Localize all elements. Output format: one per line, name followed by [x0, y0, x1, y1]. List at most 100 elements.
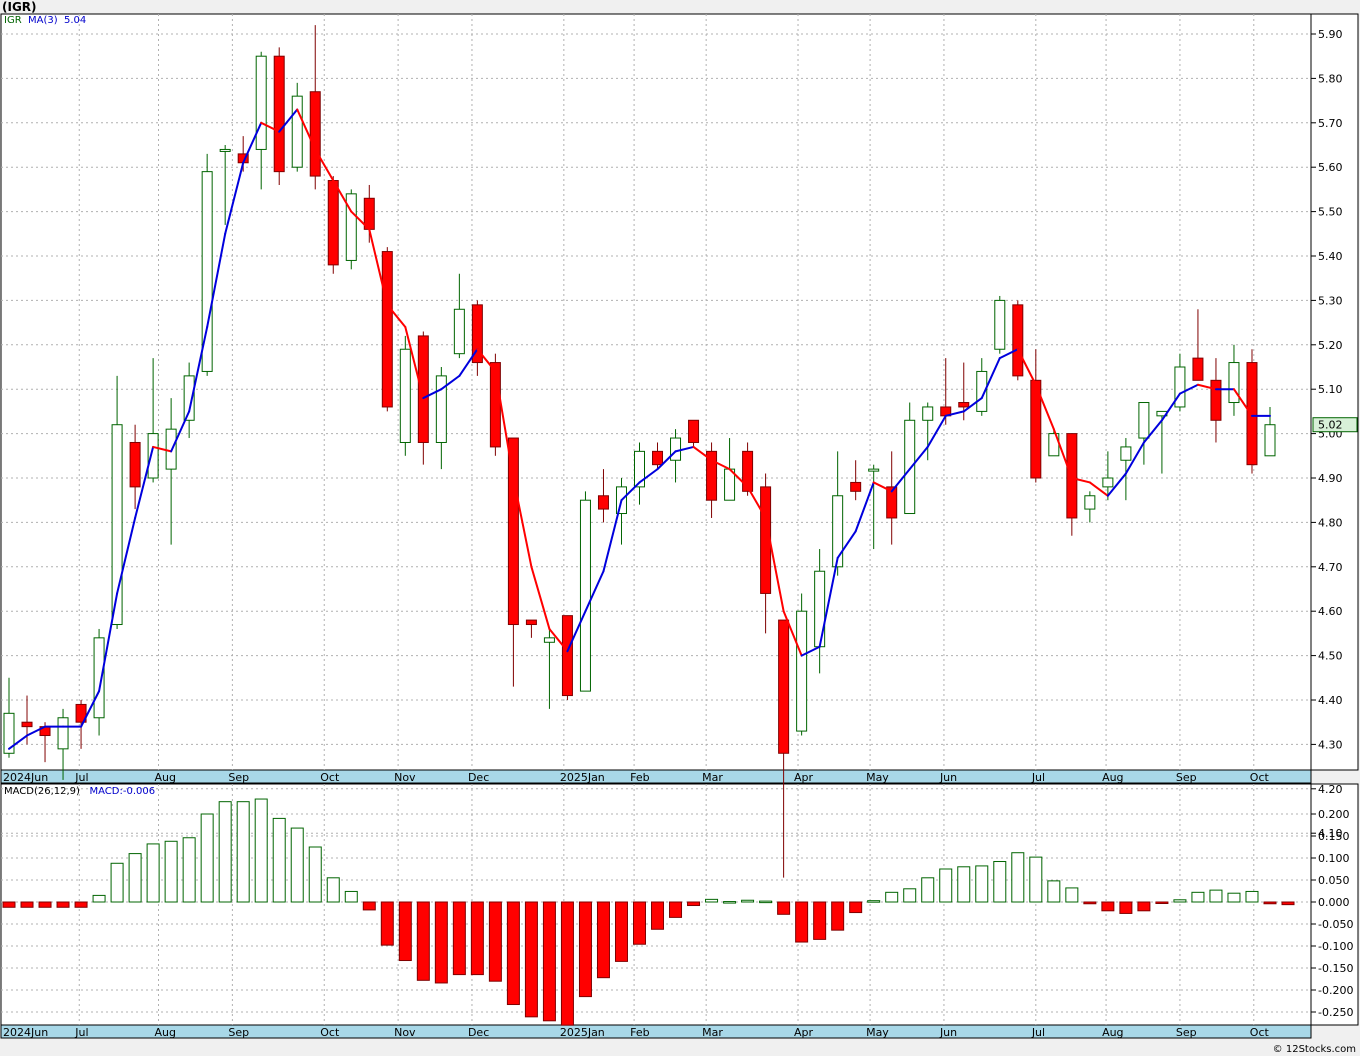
macd-bar	[849, 901, 863, 914]
ma-segment	[1070, 477, 1091, 484]
candle	[75, 700, 87, 749]
macd-bar	[560, 901, 574, 1026]
candle-body	[688, 419, 700, 443]
macd-bar	[182, 837, 196, 903]
candle-body	[1030, 379, 1042, 479]
site-credit: © 12Stocks.com	[1272, 1044, 1356, 1055]
x-tick-label-bottom: May	[866, 1026, 889, 1039]
macd-bar	[218, 801, 232, 903]
ma-segment	[1016, 348, 1037, 386]
macd-bar	[20, 901, 34, 908]
candle	[345, 189, 357, 270]
candle	[525, 619, 537, 638]
ma-segment	[800, 645, 821, 657]
macd-bar	[344, 890, 358, 903]
candle-body	[291, 95, 303, 168]
ma-segment	[422, 388, 443, 400]
macd-bar	[1047, 880, 1061, 903]
x-tick-label-top: Sep	[228, 771, 249, 784]
candle	[1102, 451, 1114, 501]
ma-segment	[818, 556, 839, 648]
ma-segment	[296, 108, 317, 151]
candle	[1210, 358, 1222, 443]
ma-segment	[620, 481, 641, 502]
x-tick-label-top: Apr	[794, 771, 814, 784]
candle-body	[1192, 357, 1204, 381]
macd-bar	[939, 868, 953, 903]
price-tick-label: 4.40	[1318, 694, 1343, 707]
candle-body	[201, 171, 213, 372]
ma-segment	[746, 485, 767, 519]
x-tick-label-top: Oct	[320, 771, 340, 784]
macd-bar	[1209, 889, 1223, 903]
ma-segment	[1088, 481, 1109, 497]
candle-body	[579, 499, 591, 692]
price-tick-label: 4.70	[1318, 561, 1343, 574]
candle-body	[958, 402, 970, 408]
candle	[850, 460, 862, 501]
ma-segment	[206, 232, 227, 329]
macd-bar	[1101, 901, 1115, 912]
candle	[3, 677, 15, 758]
candle	[652, 442, 664, 470]
macd-tick-label: -0.100	[1318, 940, 1353, 953]
ma-segment	[566, 610, 587, 653]
candle-body	[1084, 495, 1096, 510]
candle-body	[129, 441, 141, 488]
macd-bar	[903, 888, 917, 903]
candle-body	[381, 251, 393, 408]
macd-bar	[146, 843, 160, 903]
candle	[219, 145, 231, 225]
macd-bar	[110, 862, 124, 903]
x-tick-label-top: Dec	[468, 771, 489, 784]
candle	[435, 367, 447, 470]
candle	[327, 176, 339, 274]
ma-segment	[980, 357, 1001, 400]
macd-bar	[885, 891, 899, 903]
candle	[183, 362, 195, 439]
candle	[976, 358, 988, 416]
macd-bar	[1011, 852, 1025, 903]
macd-bar	[326, 877, 340, 903]
candle-body	[868, 468, 880, 472]
price-tick-label: 5.20	[1318, 339, 1343, 352]
candle	[57, 708, 69, 780]
candle	[471, 300, 483, 376]
ma-segment	[1232, 388, 1253, 417]
ma-segment	[728, 468, 749, 488]
x-tick-label-top: Aug	[1102, 771, 1123, 784]
macd-bar	[975, 865, 989, 903]
ma-segment	[170, 410, 191, 453]
ma-segment	[1034, 383, 1055, 431]
macd-legend: MACD(26,12,9) MACD:-0.006	[4, 786, 155, 797]
macd-bar	[1029, 856, 1043, 903]
macd-bar	[759, 900, 773, 904]
ma-segment	[782, 610, 803, 657]
price-tick-label: 5.50	[1318, 206, 1343, 219]
candle-body	[147, 433, 159, 479]
ma-segment	[386, 303, 407, 329]
candle-body	[742, 450, 754, 492]
macd-tick-label: -0.250	[1318, 1006, 1353, 1019]
ma-segment	[692, 445, 713, 462]
x-tick-label-top: Oct	[1250, 771, 1270, 784]
price-tick-label: 4.90	[1318, 472, 1343, 485]
ma-segment	[944, 410, 965, 417]
macd-bar	[1191, 891, 1205, 903]
macd-bar	[164, 840, 178, 903]
candle-body	[904, 419, 916, 515]
price-tick-label: 5.70	[1318, 117, 1343, 130]
ma-segment	[638, 468, 659, 484]
candle-body	[922, 406, 934, 421]
macd-bar	[921, 877, 935, 903]
candle	[579, 491, 591, 692]
candle-body	[255, 55, 267, 150]
macd-bar	[831, 901, 845, 931]
macd-bar	[687, 901, 701, 907]
x-tick-label-top: Jun	[939, 771, 957, 784]
candle-body	[327, 180, 339, 266]
macd-bar	[254, 798, 268, 903]
macd-bar	[1155, 901, 1169, 904]
price-tick-label: 4.50	[1318, 650, 1343, 663]
ma-segment	[278, 108, 299, 133]
